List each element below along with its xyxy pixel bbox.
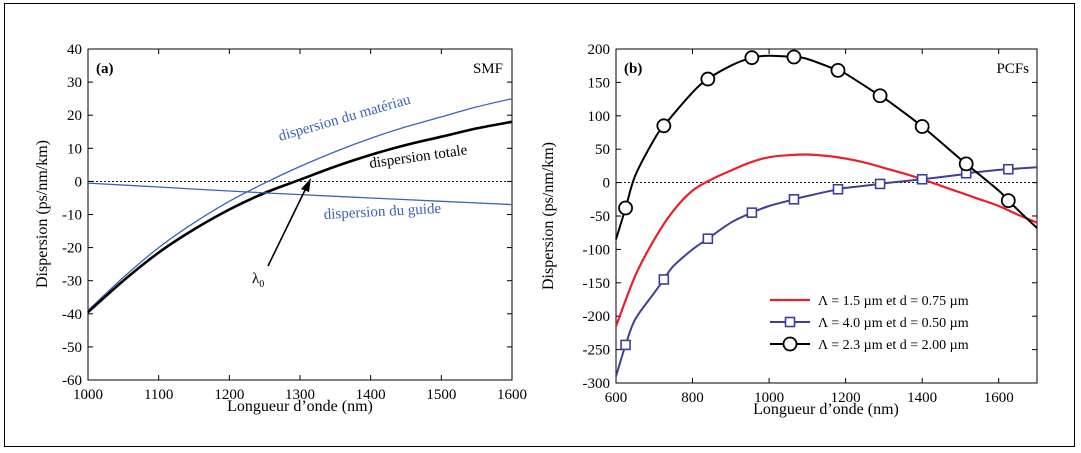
data-point-square <box>788 194 800 205</box>
x-tick-label: 1100 <box>144 387 173 403</box>
series-line-1-5-m-et-d-0-75-m <box>614 153 1038 327</box>
x-tick-label: 1600 <box>984 390 1014 406</box>
x-tick-label: 1400 <box>356 387 386 403</box>
series-line-dispersion-du-guide <box>87 182 513 206</box>
series-group-a <box>87 98 513 314</box>
x-tick-label: 1600 <box>497 387 527 403</box>
legend-marker-circle <box>782 336 798 352</box>
y-tick-label: -50 <box>62 340 82 356</box>
y-tick-label: 0 <box>603 176 611 192</box>
series-line-dispersion-totale <box>87 120 513 314</box>
x-tick-label: 1000 <box>73 387 103 403</box>
x-axis-label-b: Longueur d’onde (nm) <box>753 401 899 418</box>
plot-area-b <box>615 48 1038 384</box>
x-tick-label: 1000 <box>754 390 784 406</box>
data-point-circle <box>914 119 930 134</box>
data-point-square <box>874 178 886 190</box>
y-tick-label: 10 <box>67 141 82 157</box>
y-tick-label: -30 <box>62 274 82 290</box>
chart-panel-b: 600 800 1000 1200 1400 1600 200 150 100 50 0 -50 -10… <box>540 42 1038 418</box>
data-point-square <box>1002 163 1014 175</box>
x-tick-label: 1400 <box>907 390 937 406</box>
annotation-material: dispersion du matériau <box>277 92 413 145</box>
data-point-square <box>832 183 844 195</box>
lambda-subscript: 0 <box>259 279 264 290</box>
legend-b: Λ = 1.5 µm et d = 0.75 µm Λ = 4.0 µm et d… <box>770 294 969 353</box>
y-tick-label: -60 <box>62 373 82 389</box>
tick-labels-a: 1000 1100 1200 1300 1400 1500 1600 40 30 20 10 0 -10… <box>62 42 527 403</box>
corner-label-b: PCFs <box>996 61 1029 77</box>
x-tick-label: 600 <box>605 390 628 406</box>
axis-ticks-b <box>615 48 1037 384</box>
x-tick-label: 1200 <box>214 387 244 403</box>
data-point-circle <box>744 50 760 66</box>
series-line-2-3-m-et-d-2-00-m <box>615 54 1038 240</box>
panel-label-b: (b) <box>624 61 642 77</box>
series-line-dispersion-du-mat-riau <box>87 98 513 311</box>
data-point-square <box>658 274 670 285</box>
series-group-b <box>614 49 1038 377</box>
x-tick-label: 800 <box>681 390 704 406</box>
axis-ticks-a <box>87 48 513 381</box>
x-axis-label-a: Longueur d’onde (nm) <box>227 398 373 415</box>
x-tick-label: 1200 <box>831 390 861 406</box>
data-point-square <box>916 173 928 185</box>
y-axis-label-a: Dispersion (ps/nm/km) <box>34 140 51 288</box>
chart-panel-a: 1000 1100 1200 1300 1400 1500 1600 40 30 20 10 0 -10… <box>34 42 527 415</box>
data-point-circle <box>700 71 716 87</box>
y-axis-label-b: Dispersion (ps/nm/km) <box>540 142 557 290</box>
annotation-guide: dispersion du guide <box>323 201 442 223</box>
panel-label-a: (a) <box>96 61 114 77</box>
tick-labels-b: 600 800 1000 1200 1400 1600 200 150 100 50 0 -50 -10… <box>583 42 1014 406</box>
data-point-square <box>746 207 758 218</box>
data-point-circle <box>618 200 633 216</box>
legend-marker-square <box>784 316 796 328</box>
y-tick-label: -10 <box>62 208 82 224</box>
y-tick-label: 40 <box>67 42 82 58</box>
y-tick-label: -150 <box>583 276 611 292</box>
lambda-arrowhead <box>301 178 311 192</box>
x-tick-label: 1300 <box>285 387 315 403</box>
y-tick-label: -40 <box>62 307 82 323</box>
legend-label: Λ = 2.3 µm et d = 2.00 µm <box>818 338 969 353</box>
lambda-arrow <box>267 185 308 267</box>
corner-label-a: SMF <box>473 61 503 77</box>
data-point-circle <box>1000 193 1016 209</box>
data-point-circle <box>656 118 672 134</box>
y-tick-label: -200 <box>583 309 611 325</box>
data-point-square <box>702 233 714 245</box>
y-tick-label: 200 <box>588 42 611 58</box>
plot-area-a <box>87 48 513 381</box>
annotation-total: dispersion totale <box>368 142 468 172</box>
legend-label: Λ = 1.5 µm et d = 0.75 µm <box>818 294 969 309</box>
y-tick-label: 30 <box>67 75 82 91</box>
data-point-circle <box>786 49 802 65</box>
data-point-circle <box>958 156 974 172</box>
y-tick-label: 0 <box>75 174 83 190</box>
y-tick-label: 150 <box>588 75 611 91</box>
y-tick-label: 100 <box>588 109 611 125</box>
y-tick-label: -100 <box>583 242 611 258</box>
y-tick-label: -300 <box>583 376 611 392</box>
x-tick-label: 1500 <box>426 387 456 403</box>
y-tick-label: 50 <box>595 142 610 158</box>
y-tick-label: -250 <box>583 343 611 359</box>
legend-label: Λ = 4.0 µm et d = 0.50 µm <box>818 316 969 331</box>
y-tick-label: 20 <box>67 108 82 124</box>
data-point-circle <box>872 88 888 104</box>
y-tick-label: -50 <box>590 209 610 225</box>
annotation-lambda: λ0 <box>252 271 264 290</box>
data-point-square <box>620 339 631 351</box>
y-tick-label: -20 <box>62 241 82 257</box>
data-point-circle <box>830 62 846 78</box>
lambda-symbol: λ <box>252 271 260 287</box>
figure-frame <box>4 3 1075 447</box>
